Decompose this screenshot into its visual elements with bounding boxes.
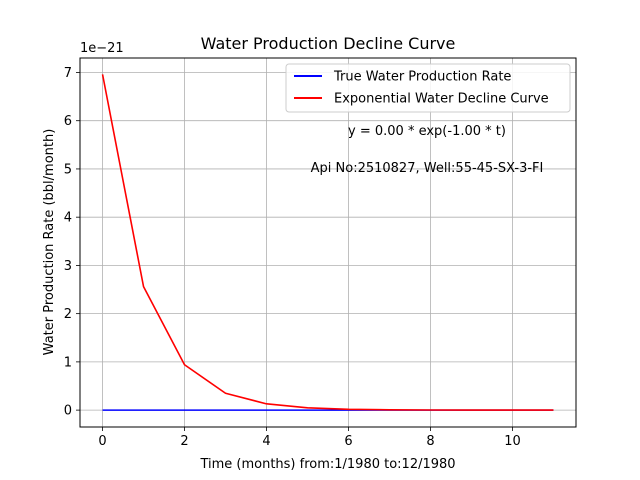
chart-title: Water Production Decline Curve xyxy=(201,34,456,53)
y-tick-label: 5 xyxy=(64,162,72,177)
y-tick-label: 7 xyxy=(64,66,72,81)
y-axis-offset-text: 1e−21 xyxy=(80,41,124,56)
y-tick-label: 6 xyxy=(64,114,72,129)
x-tick-label: 0 xyxy=(98,434,106,449)
legend: True Water Production Rate Exponential W… xyxy=(285,63,571,113)
legend-box xyxy=(285,63,571,113)
y-tick-label: 3 xyxy=(64,259,72,274)
x-tick-label: 8 xyxy=(426,434,434,449)
y-tick-label: 1 xyxy=(64,355,72,370)
axis-ticks: 0 2 4 6 8 10 0 1 2 3 4 5 6 7 xyxy=(64,66,521,449)
equation-annotation: y = 0.00 * exp(-1.00 * t) xyxy=(348,124,506,139)
series-line-exponential-curve xyxy=(101,74,554,411)
well-annotation: Api No:2510827, Well:55-45-SX-3-FI xyxy=(311,161,544,176)
series-lines xyxy=(101,74,554,411)
y-tick-label: 2 xyxy=(64,307,72,322)
y-tick-label: 4 xyxy=(64,211,72,226)
x-tick-label: 6 xyxy=(344,434,352,449)
legend-label-true-rate: True Water Production Rate xyxy=(333,70,511,85)
x-tick-label: 2 xyxy=(180,434,188,449)
y-tick-label: 0 xyxy=(64,404,72,419)
plot-frame xyxy=(79,57,577,428)
legend-label-exponential-curve: Exponential Water Decline Curve xyxy=(334,92,549,107)
x-tick-label: 10 xyxy=(504,434,521,449)
y-axis-label: Water Production Rate (bbl/month) xyxy=(42,129,57,356)
x-axis-label: Time (months) from:1/1980 to:12/1980 xyxy=(199,457,455,472)
x-tick-label: 4 xyxy=(262,434,270,449)
